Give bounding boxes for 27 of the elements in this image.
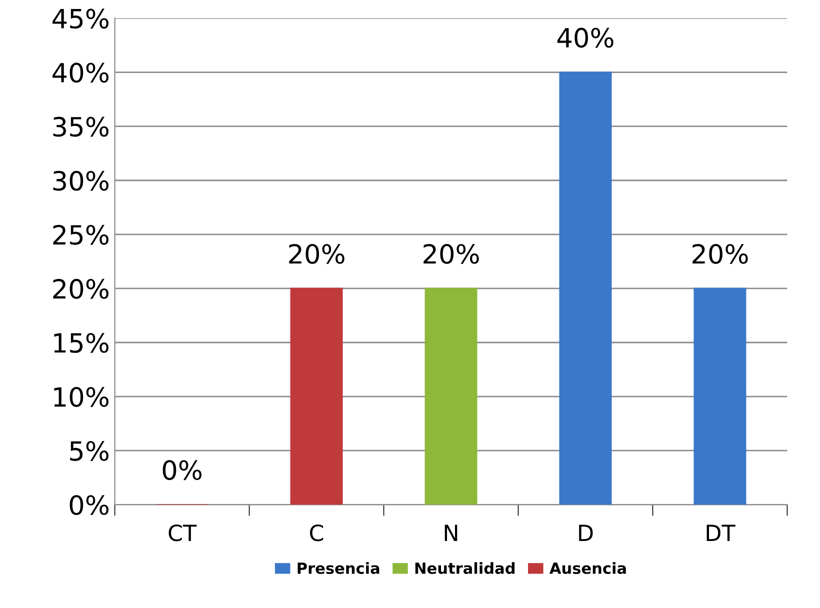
y-tick-label: 25% bbox=[53, 224, 108, 245]
y-tick-label: 20% bbox=[53, 278, 108, 299]
legend-label: Ausencia bbox=[549, 562, 626, 574]
bar bbox=[424, 288, 478, 505]
bar bbox=[290, 288, 343, 505]
x-tick-label: C bbox=[310, 524, 324, 542]
x-tick-label: CT bbox=[168, 524, 197, 542]
y-tick-label: 10% bbox=[54, 386, 108, 407]
y-tick-label: 35% bbox=[53, 116, 108, 137]
legend-label: Presencia bbox=[298, 562, 380, 574]
y-tick-label: 0% bbox=[70, 495, 108, 516]
legend-label: Neutralidad bbox=[415, 562, 515, 574]
y-tick-label: 45% bbox=[52, 8, 108, 29]
data-label: 20% bbox=[424, 244, 479, 264]
data-label: 0% bbox=[162, 460, 202, 480]
y-tick-label: 15% bbox=[54, 332, 108, 353]
bar bbox=[694, 288, 746, 505]
bar bbox=[559, 72, 612, 505]
y-tick-label: 30% bbox=[53, 170, 108, 191]
x-tick-label: DT bbox=[706, 524, 736, 541]
data-label: 20% bbox=[289, 244, 344, 264]
y-tick-label: 40% bbox=[52, 62, 108, 83]
x-tick-label: N bbox=[444, 524, 458, 541]
data-label: 20% bbox=[692, 244, 748, 264]
y-tick-label: 5% bbox=[70, 441, 108, 461]
x-tick-label: D bbox=[579, 524, 593, 541]
data-label: 40% bbox=[557, 28, 614, 48]
